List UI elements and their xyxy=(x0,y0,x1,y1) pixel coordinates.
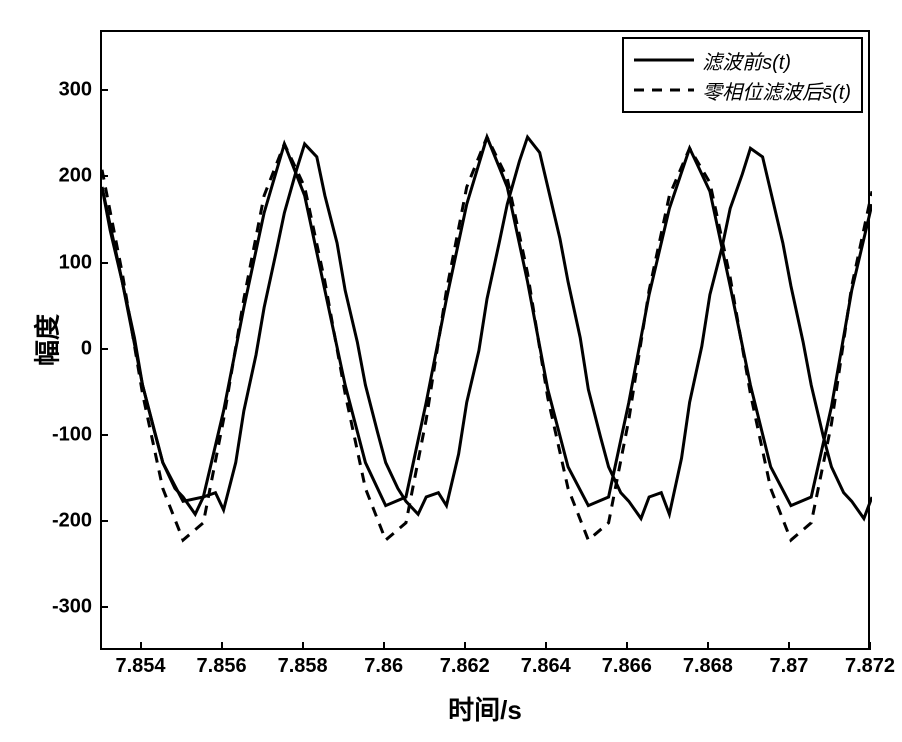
y-tick-label: 300 xyxy=(59,79,92,102)
y-tick-mark xyxy=(100,175,108,177)
y-tick-mark xyxy=(100,520,108,522)
x-tick-mark xyxy=(869,642,871,650)
y-tick-mark xyxy=(100,89,108,91)
legend-label-2: 零相位滤波后s̄(t) xyxy=(702,76,851,105)
series-after_filter xyxy=(102,137,872,540)
y-tick-label: 200 xyxy=(59,165,92,188)
y-tick-label: 100 xyxy=(59,251,92,274)
y-tick-label: -100 xyxy=(52,423,92,446)
x-tick-label: 7.868 xyxy=(683,655,733,678)
x-tick-label: 7.862 xyxy=(440,655,490,678)
y-tick-mark xyxy=(100,606,108,608)
x-tick-mark xyxy=(626,642,628,650)
y-tick-mark xyxy=(100,434,108,436)
x-tick-label: 7.856 xyxy=(197,655,247,678)
x-tick-mark xyxy=(788,642,790,650)
y-tick-label: -200 xyxy=(52,509,92,532)
y-tick-mark xyxy=(100,348,108,350)
y-tick-label: 0 xyxy=(81,337,92,360)
series-before_filter xyxy=(102,137,872,506)
legend-label-1: 滤波前s(t) xyxy=(702,46,791,75)
legend-line-dashed xyxy=(634,78,694,102)
legend: 滤波前s(t) 零相位滤波后s̄(t) xyxy=(622,37,863,113)
x-tick-label: 7.87 xyxy=(769,655,808,678)
x-tick-label: 7.872 xyxy=(845,655,895,678)
legend-item-solid: 滤波前s(t) xyxy=(634,45,851,75)
x-tick-mark xyxy=(545,642,547,650)
x-tick-mark xyxy=(140,642,142,650)
x-tick-label: 7.858 xyxy=(278,655,328,678)
legend-line-solid xyxy=(634,48,694,72)
x-tick-mark xyxy=(221,642,223,650)
x-tick-label: 7.866 xyxy=(602,655,652,678)
y-tick-label: -300 xyxy=(52,595,92,618)
series-before_filter_noise xyxy=(102,137,872,518)
x-tick-label: 7.864 xyxy=(521,655,571,678)
y-tick-mark xyxy=(100,262,108,264)
y-axis-label: 幅度 xyxy=(28,314,65,366)
x-tick-mark xyxy=(383,642,385,650)
x-tick-mark xyxy=(707,642,709,650)
x-tick-mark xyxy=(302,642,304,650)
chart-container: 滤波前s(t) 零相位滤波后s̄(t) xyxy=(100,30,870,650)
x-tick-label: 7.86 xyxy=(364,655,403,678)
x-axis-label: 时间/s xyxy=(448,690,522,727)
plot-area: 滤波前s(t) 零相位滤波后s̄(t) xyxy=(100,30,870,650)
x-tick-label: 7.854 xyxy=(115,655,165,678)
legend-item-dashed: 零相位滤波后s̄(t) xyxy=(634,75,851,105)
x-tick-mark xyxy=(464,642,466,650)
plot-svg xyxy=(102,32,872,652)
